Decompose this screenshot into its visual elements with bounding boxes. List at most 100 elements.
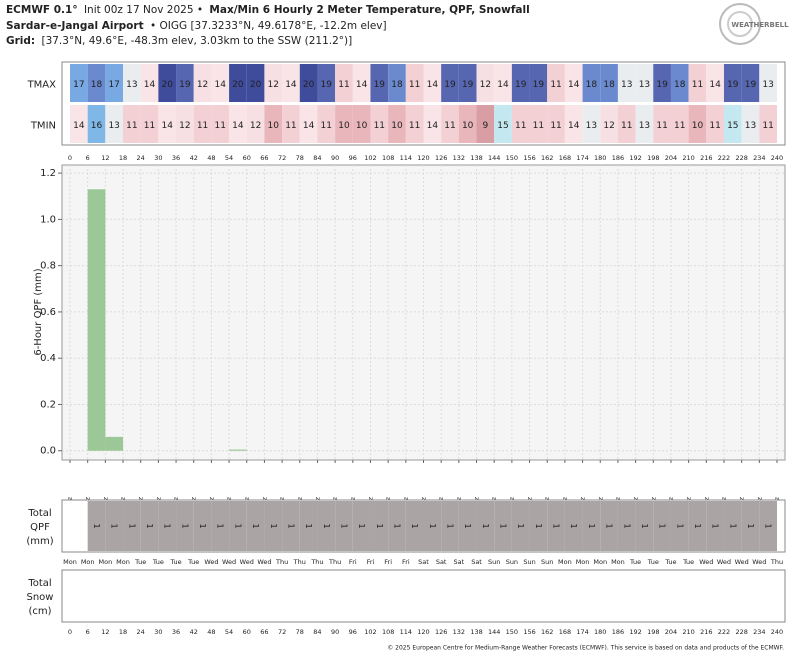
total-cell [653, 501, 671, 551]
temp-label: 18 [586, 80, 598, 90]
total-cell [688, 501, 707, 551]
total-label: 1 [658, 523, 667, 528]
bar [87, 189, 106, 451]
temp-label: 19 [745, 80, 757, 90]
temp-label: 17 [108, 80, 119, 90]
hour-label: 234 [753, 628, 765, 636]
temp-label: 14 [303, 121, 315, 131]
model: ECMWF 0.1° [6, 4, 78, 16]
total-label: 1 [410, 523, 419, 528]
row-label: QPF [30, 522, 50, 533]
temp-label: 20 [250, 80, 262, 90]
temp-label: 15 [497, 121, 508, 131]
total-label: 1 [375, 523, 384, 528]
temp-label: 13 [126, 80, 137, 90]
weekday-label: Sun [541, 558, 553, 566]
hour-label: 162 [541, 628, 553, 636]
hour-label: 192 [629, 154, 641, 162]
weekday-label: Mon [98, 558, 112, 566]
temp-label: 14 [215, 80, 227, 90]
hour-label: 228 [735, 154, 747, 162]
hour-label: 12 [101, 628, 109, 636]
temp-label: 11 [321, 121, 332, 131]
temp-label: 12 [268, 80, 279, 90]
temp-label: 19 [321, 80, 333, 90]
total-label: 1 [481, 523, 490, 528]
temp-cell [476, 64, 495, 102]
hour-label: 216 [700, 154, 712, 162]
total-cell [635, 501, 654, 551]
temp-label: 11 [674, 121, 685, 131]
hour-label: 126 [435, 154, 447, 162]
hour-label: 72 [278, 628, 286, 636]
temp-cell [511, 105, 530, 143]
temp-cell [494, 105, 512, 143]
total-cell [176, 501, 194, 551]
total-cell [458, 501, 477, 551]
temp-cell [282, 64, 300, 102]
total-label: 1 [304, 523, 313, 528]
total-label: 1 [110, 523, 119, 528]
temp-cell [123, 64, 141, 102]
total-cell [723, 501, 742, 551]
temp-label: 14 [568, 121, 580, 131]
temp-cell [529, 64, 548, 102]
temp-cell [193, 64, 212, 102]
hour-label: 18 [119, 628, 127, 636]
temp-cell [70, 105, 88, 143]
temp-label: 11 [762, 121, 773, 131]
hour-label: 114 [400, 154, 412, 162]
temp-label: 18 [603, 80, 615, 90]
weekday-label: Tue [664, 558, 676, 566]
temp-cell [193, 105, 212, 143]
total-label: 1 [216, 523, 225, 528]
hour-label: 186 [612, 628, 624, 636]
temp-cell [176, 105, 194, 143]
hour-label: 96 [349, 628, 357, 636]
weekday-label: Sun [523, 558, 535, 566]
temp-cell [405, 105, 424, 143]
temp-label: 10 [692, 121, 704, 131]
hour-label: 0 [68, 628, 72, 636]
temp-cell [264, 105, 283, 143]
footer: © 2025 European Centre for Medium-Range … [387, 645, 784, 652]
temp-cell [140, 64, 159, 102]
weekday-label: Thu [293, 558, 306, 566]
logo-swirl [727, 11, 753, 37]
temp-cell [423, 105, 442, 143]
row-label: Total [27, 578, 51, 589]
temp-label: 11 [550, 80, 561, 90]
temp-cell [600, 64, 618, 102]
hour-label: 42 [190, 628, 198, 636]
weekday-label: Fri [349, 558, 357, 566]
total-cell [370, 501, 389, 551]
weekday-label: Sat [454, 558, 465, 566]
logo-text: WEATHERBELL [731, 21, 789, 29]
hour-label: 6 [86, 628, 90, 636]
temp-label: 11 [709, 121, 720, 131]
hour-label: 36 [172, 628, 180, 636]
hour-label: 156 [523, 628, 535, 636]
total-label: 1 [145, 523, 154, 528]
total-cell [123, 501, 141, 551]
temp-label: 10 [268, 121, 280, 131]
temp-label: 14 [568, 80, 580, 90]
temp-label: 13 [639, 80, 650, 90]
temp-label: 12 [480, 80, 491, 90]
temp-cell [264, 64, 283, 102]
total-cell [511, 501, 530, 551]
temp-label: 12 [179, 121, 190, 131]
total-label: 1 [428, 523, 437, 528]
total-label: 1 [269, 523, 278, 528]
hour-label: 174 [576, 154, 588, 162]
temp-cell [688, 105, 707, 143]
temp-cell [741, 105, 760, 143]
weekday-label: Thu [328, 558, 341, 566]
total-label: 1 [180, 523, 189, 528]
hour-label: 108 [382, 154, 394, 162]
hour-label: 180 [594, 154, 606, 162]
row-label: Total [27, 508, 51, 519]
temp-label: 10 [391, 121, 403, 131]
temp-label: 14 [161, 121, 173, 131]
total-label: 1 [693, 523, 702, 528]
